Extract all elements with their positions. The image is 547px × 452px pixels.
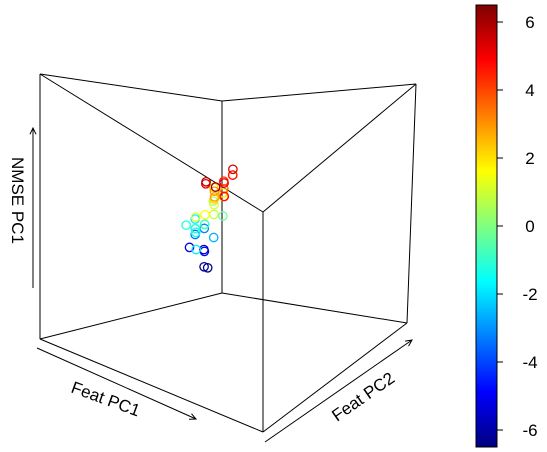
x-axis-arrow-head (188, 413, 198, 420)
colorbar-tick-label-4: -2 (522, 285, 537, 304)
x-axis-arrow (36, 347, 197, 420)
data-point-7 (208, 232, 219, 243)
box-edge-5 (262, 83, 417, 213)
data-point-37 (210, 182, 221, 192)
data-point-16 (218, 211, 228, 221)
data-point-27 (209, 186, 220, 197)
box-edge-4 (39, 73, 264, 213)
data-point-11 (181, 220, 192, 231)
colorbar-ticks: 6 4 2 0 -2 -4 -6 (497, 13, 538, 440)
colorbar (475, 4, 498, 448)
box-edge-10 (39, 292, 223, 340)
data-points (181, 164, 238, 273)
box-edge-0 (39, 338, 264, 433)
data-point-35 (228, 164, 238, 175)
data-point-26 (209, 192, 220, 202)
data-point-13 (199, 219, 210, 230)
data-point-1 (202, 262, 213, 273)
plot-box (39, 73, 417, 433)
axis-arrows (29, 126, 413, 443)
box-edge-3 (406, 83, 417, 324)
box-edge-1 (262, 322, 408, 433)
data-point-18 (209, 209, 219, 220)
data-point-15 (191, 244, 202, 255)
z-axis-label: NMSE PC1 (8, 157, 27, 244)
box-edge-11 (221, 292, 408, 324)
colorbar-tick-label-0: 6 (525, 13, 534, 32)
colorbar-tick-label-2: 2 (525, 149, 534, 168)
data-point-12 (190, 223, 201, 234)
z-axis-arrow-head (29, 126, 37, 135)
colorbar-tick-label-1: 4 (525, 81, 534, 100)
colorbar-tick-label-5: -4 (522, 353, 537, 372)
y-axis-arrow-head (405, 339, 413, 347)
box-edge-8 (221, 83, 417, 102)
data-point-33 (219, 178, 229, 188)
data-point-14 (190, 227, 201, 238)
box-edge-7 (39, 73, 223, 102)
colorbar-tick-label-3: 0 (525, 217, 534, 236)
data-point-30 (227, 170, 238, 180)
data-point-36 (201, 176, 211, 187)
x-axis-label: Feat PC1 (69, 378, 143, 420)
y-axis-label: Feat PC2 (328, 369, 398, 426)
data-point-19 (190, 212, 201, 222)
data-point-21 (200, 209, 210, 220)
colorbar-tick-label-6: -6 (522, 421, 537, 440)
y-axis-arrow (264, 339, 413, 443)
data-point-32 (219, 191, 230, 202)
data-point-4 (184, 242, 195, 253)
